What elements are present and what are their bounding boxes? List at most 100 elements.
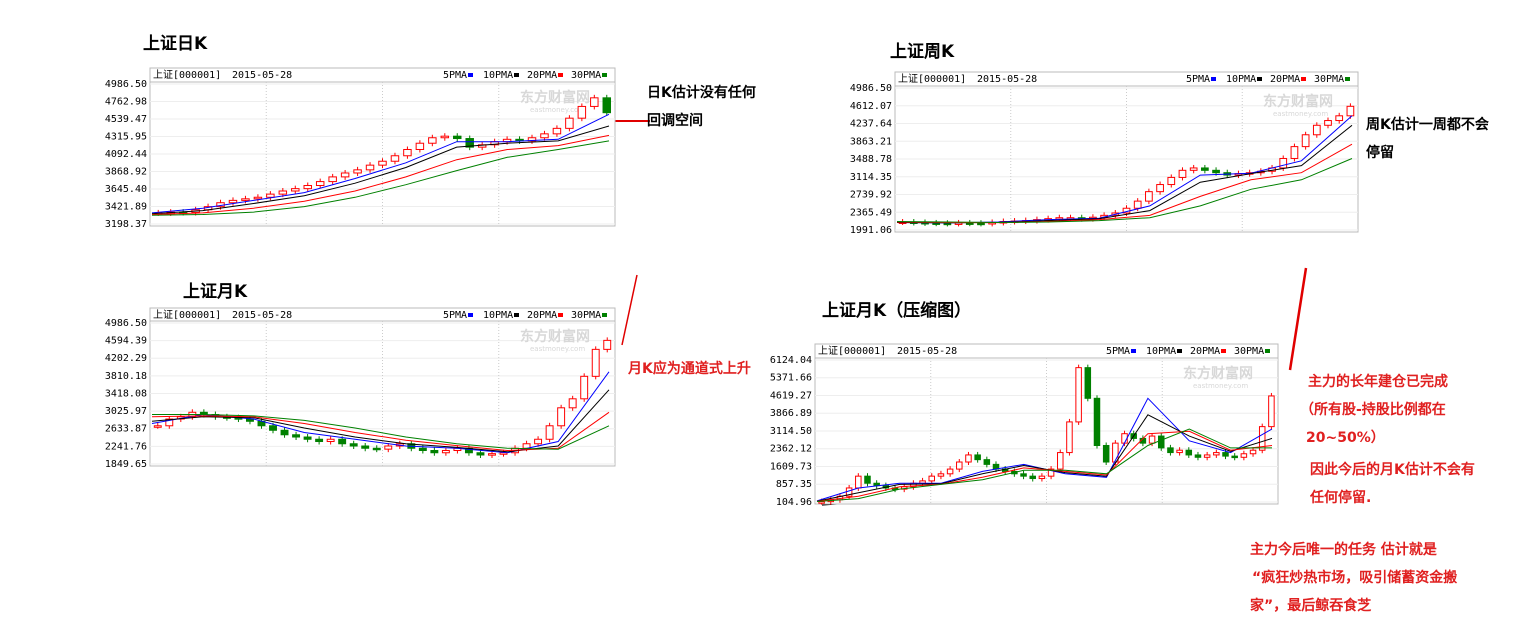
candle: [365, 164, 375, 171]
candle: [1084, 367, 1092, 399]
y-tick-label: 6124.04: [770, 355, 812, 366]
y-tick-label: 2241.76: [105, 441, 147, 452]
candle: [292, 434, 301, 438]
candle: [965, 222, 974, 225]
symbol: 上证[000001]: [153, 69, 221, 81]
y-tick-label: 4612.07: [850, 101, 892, 112]
symbol: 上证[000001]: [153, 309, 221, 321]
candle: [983, 459, 991, 465]
annotation: 主力今后唯一的任务 估计就是: [1250, 541, 1438, 558]
candle: [403, 148, 412, 157]
candle: [1185, 449, 1193, 456]
legend-label: 30PMA: [1234, 346, 1264, 357]
candle: [1102, 444, 1110, 463]
candle: [415, 142, 425, 150]
date: 2015-05-28: [232, 70, 292, 81]
candle: [818, 501, 825, 504]
candle: [568, 398, 577, 409]
legend-label: 5PMA: [443, 310, 467, 321]
watermark-sub: eastmoney.com: [530, 345, 585, 353]
candle: [488, 453, 496, 456]
annotation: 任何停留.: [1309, 489, 1371, 506]
candle: [1346, 105, 1355, 117]
candle: [1258, 426, 1266, 451]
candle: [315, 181, 325, 187]
candle: [1201, 167, 1209, 171]
candle: [1335, 115, 1344, 122]
candle: [956, 461, 963, 470]
candle: [1075, 367, 1082, 423]
candle: [577, 105, 587, 119]
legend-swatch: [468, 73, 473, 77]
candle: [453, 135, 462, 140]
y-tick-label: 4986.50: [105, 318, 147, 329]
y-tick-label: 1609.73: [770, 462, 812, 473]
candle: [372, 447, 381, 451]
candle: [864, 475, 871, 484]
ma-line: [151, 140, 610, 216]
candle: [441, 449, 450, 454]
y-tick-label: 3114.35: [850, 172, 892, 183]
candle: [965, 454, 972, 463]
y-tick-label: 3488.78: [850, 154, 892, 165]
legend-label: 30PMA: [1314, 74, 1344, 85]
candle: [580, 375, 589, 400]
legend-swatch: [1221, 349, 1226, 353]
y-tick-label: 4619.27: [770, 391, 812, 402]
watermark: 东方财富网: [520, 328, 590, 345]
y-tick-label: 2362.12: [770, 444, 812, 455]
y-tick-label: 3863.21: [850, 136, 892, 147]
date: 2015-05-28: [232, 310, 292, 321]
annotation: （所有股-持股比例都在: [1300, 401, 1446, 418]
candle: [1157, 435, 1165, 449]
candle: [303, 436, 312, 440]
candle: [384, 445, 393, 450]
y-tick-label: 4986.50: [850, 83, 892, 94]
legend-swatch: [1265, 349, 1270, 353]
y-tick-label: 3114.50: [770, 426, 812, 437]
candle: [228, 199, 238, 204]
y-tick-label: 4202.29: [105, 353, 147, 364]
y-tick-label: 4092.44: [105, 149, 147, 160]
candle: [1167, 176, 1176, 186]
ma-line: [816, 430, 1273, 502]
y-tick-label: 4539.47: [105, 114, 147, 125]
candle: [1231, 455, 1238, 459]
candle: [465, 138, 474, 148]
y-tick-label: 4315.95: [105, 132, 147, 143]
candle: [565, 117, 574, 129]
candle: [943, 222, 952, 226]
legend-label: 5PMA: [1186, 74, 1210, 85]
candle: [974, 454, 981, 461]
candle: [280, 429, 289, 436]
annotation: 日K估计没有任何: [647, 84, 756, 101]
legend-swatch: [558, 313, 563, 317]
candle: [1093, 397, 1101, 446]
candle: [253, 196, 263, 200]
candle: [540, 133, 549, 139]
ma-line: [151, 134, 610, 215]
candle: [1279, 157, 1288, 169]
candle: [1189, 167, 1198, 171]
candle: [378, 160, 387, 166]
candle: [1290, 146, 1299, 159]
watermark-sub: eastmoney.com: [1273, 110, 1328, 118]
candle: [557, 407, 566, 427]
legend-label: 10PMA: [483, 70, 513, 81]
candle: [241, 198, 250, 201]
annotation: “疯狂炒热市场，吸引储蓄资金搬: [1252, 569, 1457, 586]
y-tick-label: 857.35: [776, 479, 812, 490]
y-tick-label: 1991.06: [850, 225, 892, 236]
candle: [440, 135, 450, 139]
candle: [1178, 169, 1187, 178]
ma-line: [152, 414, 610, 450]
candle: [1176, 449, 1183, 454]
legend-swatch: [1211, 77, 1216, 81]
y-tick-label: 3645.40: [105, 184, 147, 195]
candle: [269, 425, 277, 431]
candle: [328, 176, 337, 183]
candle: [390, 155, 400, 162]
annotation: 月K应为通道式上升: [627, 360, 751, 377]
legend-label: 30PMA: [571, 70, 601, 81]
legend-swatch: [1345, 77, 1350, 81]
